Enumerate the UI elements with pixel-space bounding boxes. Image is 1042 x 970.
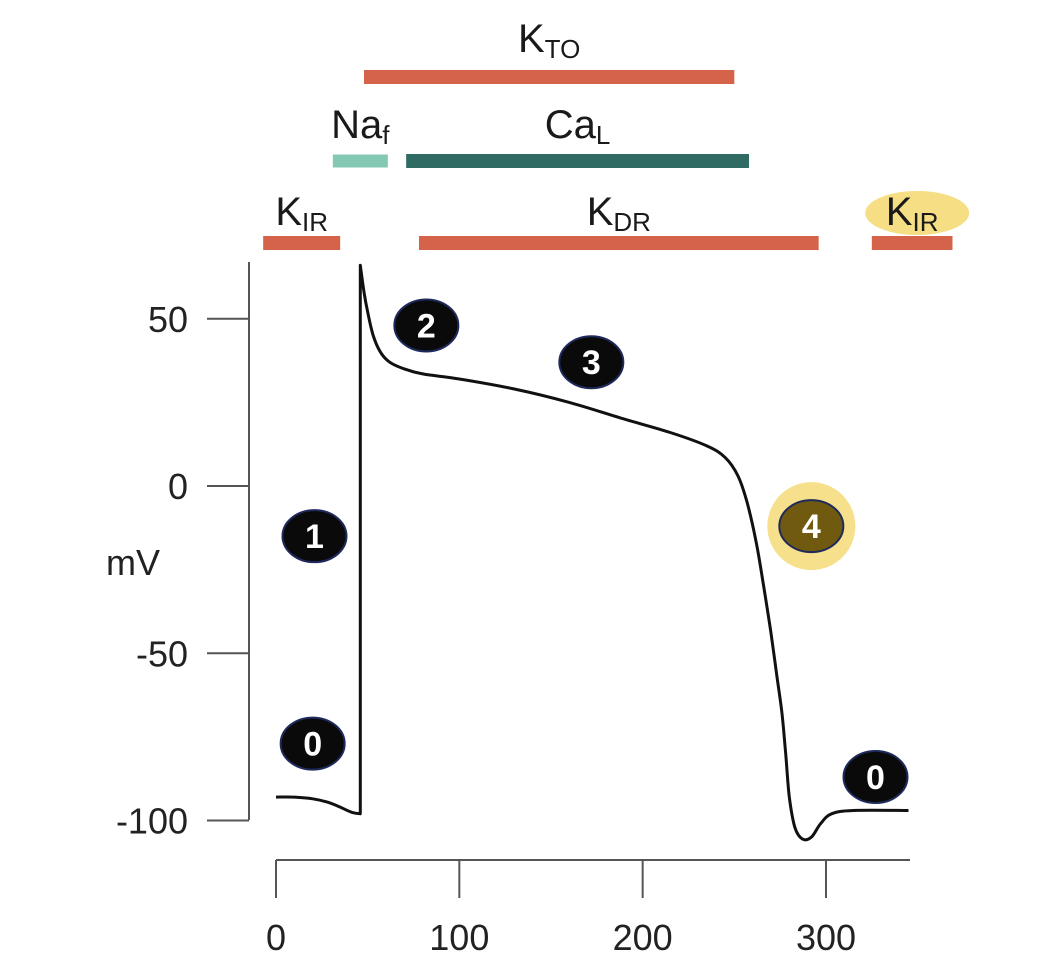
phase-label: 2: [417, 307, 436, 345]
phase-marker: [842, 750, 909, 805]
channel-highlight: [865, 191, 970, 235]
series: [275, 263, 909, 842]
phase-label: 0: [303, 726, 322, 764]
channel-label: KIR: [275, 190, 328, 237]
phase-marker: [393, 298, 460, 353]
channel-label: Naf: [331, 103, 390, 150]
action-potential-line: [275, 263, 909, 842]
phase-markers: 1 2 3 4 0 0: [279, 298, 909, 805]
phase-marker: [558, 335, 625, 390]
x-tick-label: 300: [796, 917, 856, 958]
y-tick-label: -100: [116, 801, 188, 842]
phase-marker: [279, 716, 346, 771]
channel-bar: [363, 70, 735, 84]
y-tick-label: 50: [148, 299, 188, 340]
phase-label: 3: [582, 344, 601, 382]
ticks: 50 0 -50 -100 0 100 200 300: [116, 299, 856, 958]
channel-bar: [418, 236, 819, 250]
channel-bar: [332, 154, 388, 168]
y-axis-label: mV: [106, 542, 160, 583]
channel-label: KDR: [587, 190, 651, 237]
axes: mV: [106, 262, 910, 861]
y-tick-label: 0: [168, 466, 188, 507]
x-tick-label: 200: [613, 917, 673, 958]
channel-label: KIR: [886, 190, 939, 237]
phase-marker: [281, 509, 348, 564]
channel-label: CaL: [545, 103, 611, 150]
x-tick-label: 100: [429, 917, 489, 958]
x-tick-label: 0: [266, 917, 286, 958]
channel-bar: [263, 236, 341, 250]
channel-bars: KTO Naf CaL KIR KDR KIR: [263, 17, 970, 250]
channel-label: KTO: [518, 17, 580, 64]
phase-label: 4: [802, 508, 821, 546]
channel-bar: [406, 154, 749, 168]
phase-label: 1: [305, 518, 324, 556]
channel-bar: [871, 236, 953, 250]
y-tick-label: -50: [136, 633, 188, 674]
phase-label: 0: [866, 759, 885, 797]
phase-marker: [778, 499, 845, 554]
